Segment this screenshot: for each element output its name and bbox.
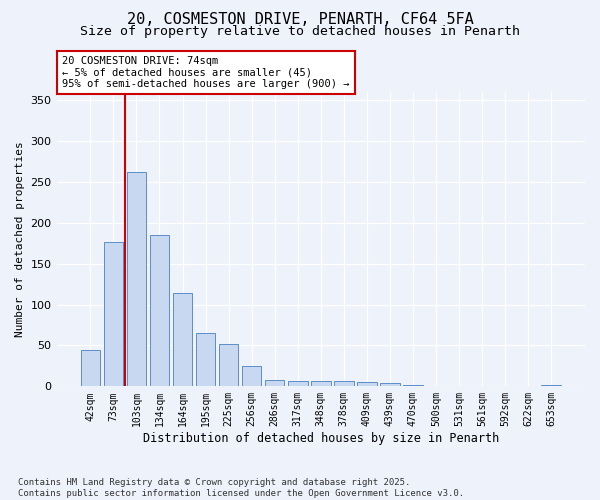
Bar (149, 235, 169, 386)
Bar (196, 333, 215, 386)
Text: Contains HM Land Registry data © Crown copyright and database right 2025.
Contai: Contains HM Land Registry data © Crown c… (18, 478, 464, 498)
Text: 20, COSMESTON DRIVE, PENARTH, CF64 5FA: 20, COSMESTON DRIVE, PENARTH, CF64 5FA (127, 12, 473, 28)
Bar (173, 293, 193, 386)
Bar (380, 383, 400, 386)
Y-axis label: Number of detached properties: Number of detached properties (15, 142, 25, 337)
Bar (541, 384, 561, 386)
Text: 20 COSMESTON DRIVE: 74sqm
← 5% of detached houses are smaller (45)
95% of semi-d: 20 COSMESTON DRIVE: 74sqm ← 5% of detach… (62, 56, 349, 89)
Text: Size of property relative to detached houses in Penarth: Size of property relative to detached ho… (80, 25, 520, 38)
Bar (242, 366, 262, 386)
Bar (403, 384, 423, 386)
Bar (334, 380, 353, 386)
Bar (311, 380, 331, 386)
Bar (357, 382, 377, 386)
Bar (127, 172, 146, 386)
Bar (265, 380, 284, 386)
X-axis label: Distribution of detached houses by size in Penarth: Distribution of detached houses by size … (143, 432, 499, 445)
Bar (219, 344, 238, 387)
Bar (288, 382, 308, 386)
Bar (80, 350, 100, 386)
Bar (104, 242, 123, 386)
